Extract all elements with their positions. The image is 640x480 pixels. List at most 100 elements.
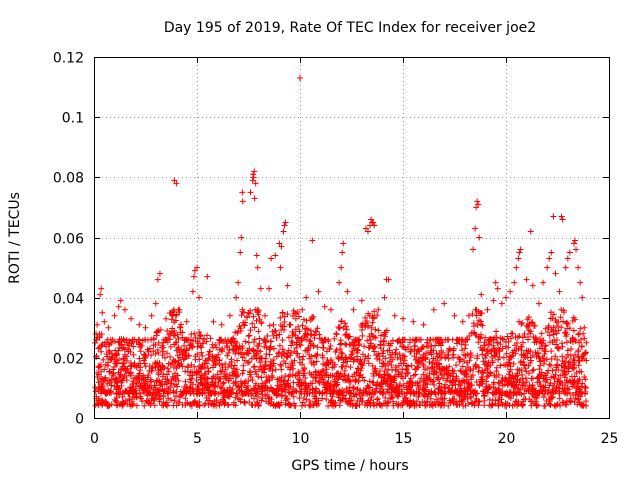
data-point: [234, 329, 241, 336]
data-point: [356, 340, 363, 347]
data-point: [136, 355, 143, 362]
data-point: [495, 356, 502, 363]
data-point: [92, 340, 99, 347]
data-point: [207, 389, 214, 396]
data-point: [362, 322, 369, 329]
data-point: [369, 319, 376, 326]
data-point: [316, 379, 323, 386]
data-point: [529, 352, 536, 359]
data-point: [581, 324, 588, 331]
data-point: [248, 392, 255, 399]
data-point: [361, 377, 368, 384]
data-point: [136, 367, 143, 374]
data-point: [535, 402, 542, 409]
data-point: [166, 389, 173, 396]
data-point: [579, 380, 586, 387]
data-point: [289, 339, 296, 346]
data-point: [368, 330, 375, 337]
data-point: [259, 380, 266, 387]
data-point: [546, 398, 553, 405]
data-point: [201, 335, 208, 342]
data-point: [290, 386, 297, 393]
data-point: [323, 396, 330, 403]
data-point: [235, 328, 242, 335]
data-point: [301, 365, 308, 372]
data-point: [222, 366, 229, 373]
data-point: [503, 294, 509, 301]
data-point: [551, 374, 558, 381]
data-point: [510, 347, 517, 354]
data-point: [165, 368, 172, 375]
data-point: [493, 364, 500, 371]
data-point: [477, 331, 484, 338]
data-point: [560, 318, 567, 325]
data-point: [413, 336, 420, 343]
data-point: [152, 300, 159, 307]
data-point: [407, 378, 414, 385]
data-point: [501, 361, 508, 368]
data-point: [133, 379, 140, 386]
data-point: [536, 355, 543, 362]
data-point: [553, 366, 560, 373]
data-point: [431, 389, 438, 396]
data-point: [300, 353, 307, 360]
data-point: [135, 362, 142, 369]
data-point: [567, 361, 574, 368]
data-point: [357, 371, 364, 378]
data-point: [141, 402, 148, 409]
data-point: [264, 377, 271, 384]
data-point: [485, 383, 492, 390]
data-point: [517, 386, 524, 393]
data-point: [182, 368, 189, 375]
data-point: [531, 385, 538, 392]
data-point: [440, 349, 447, 356]
data-point: [128, 315, 135, 322]
data-point: [171, 381, 178, 388]
data-point: [340, 325, 347, 332]
data-point: [95, 401, 102, 408]
data-point: [205, 351, 212, 358]
data-point: [246, 358, 253, 365]
data-point: [474, 353, 481, 360]
data-point: [176, 393, 183, 400]
data-point: [521, 390, 528, 397]
data-point: [552, 371, 559, 378]
data-point: [235, 395, 242, 402]
data-point: [426, 376, 433, 383]
data-point: [287, 352, 294, 359]
data-point: [221, 373, 228, 380]
data-point: [114, 384, 121, 391]
data-point: [548, 374, 555, 381]
data-point: [519, 371, 526, 378]
data-point: [225, 349, 232, 356]
data-point: [251, 336, 258, 343]
data-point: [436, 400, 443, 407]
data-point: [387, 395, 394, 402]
data-point: [359, 392, 366, 399]
data-point: [547, 309, 554, 316]
data-point: [552, 327, 559, 334]
data-point: [148, 392, 155, 399]
data-point: [309, 237, 316, 244]
data-point: [306, 337, 313, 344]
data-point: [420, 382, 427, 389]
data-point: [170, 329, 177, 336]
data-point: [296, 354, 303, 361]
data-point: [469, 388, 476, 395]
data-point: [565, 368, 572, 375]
data-point: [390, 375, 397, 382]
data-point: [323, 390, 330, 397]
data-point: [569, 365, 576, 372]
data-point: [473, 395, 480, 402]
data-point: [574, 378, 581, 385]
data-point: [117, 297, 124, 304]
data-point: [314, 351, 321, 358]
data-point: [412, 366, 419, 373]
data-point: [554, 401, 561, 408]
data-point: [307, 316, 314, 323]
data-point: [136, 321, 143, 328]
data-point: [180, 356, 187, 363]
data-point: [413, 350, 420, 357]
data-point: [138, 395, 145, 402]
data-point: [441, 390, 448, 397]
